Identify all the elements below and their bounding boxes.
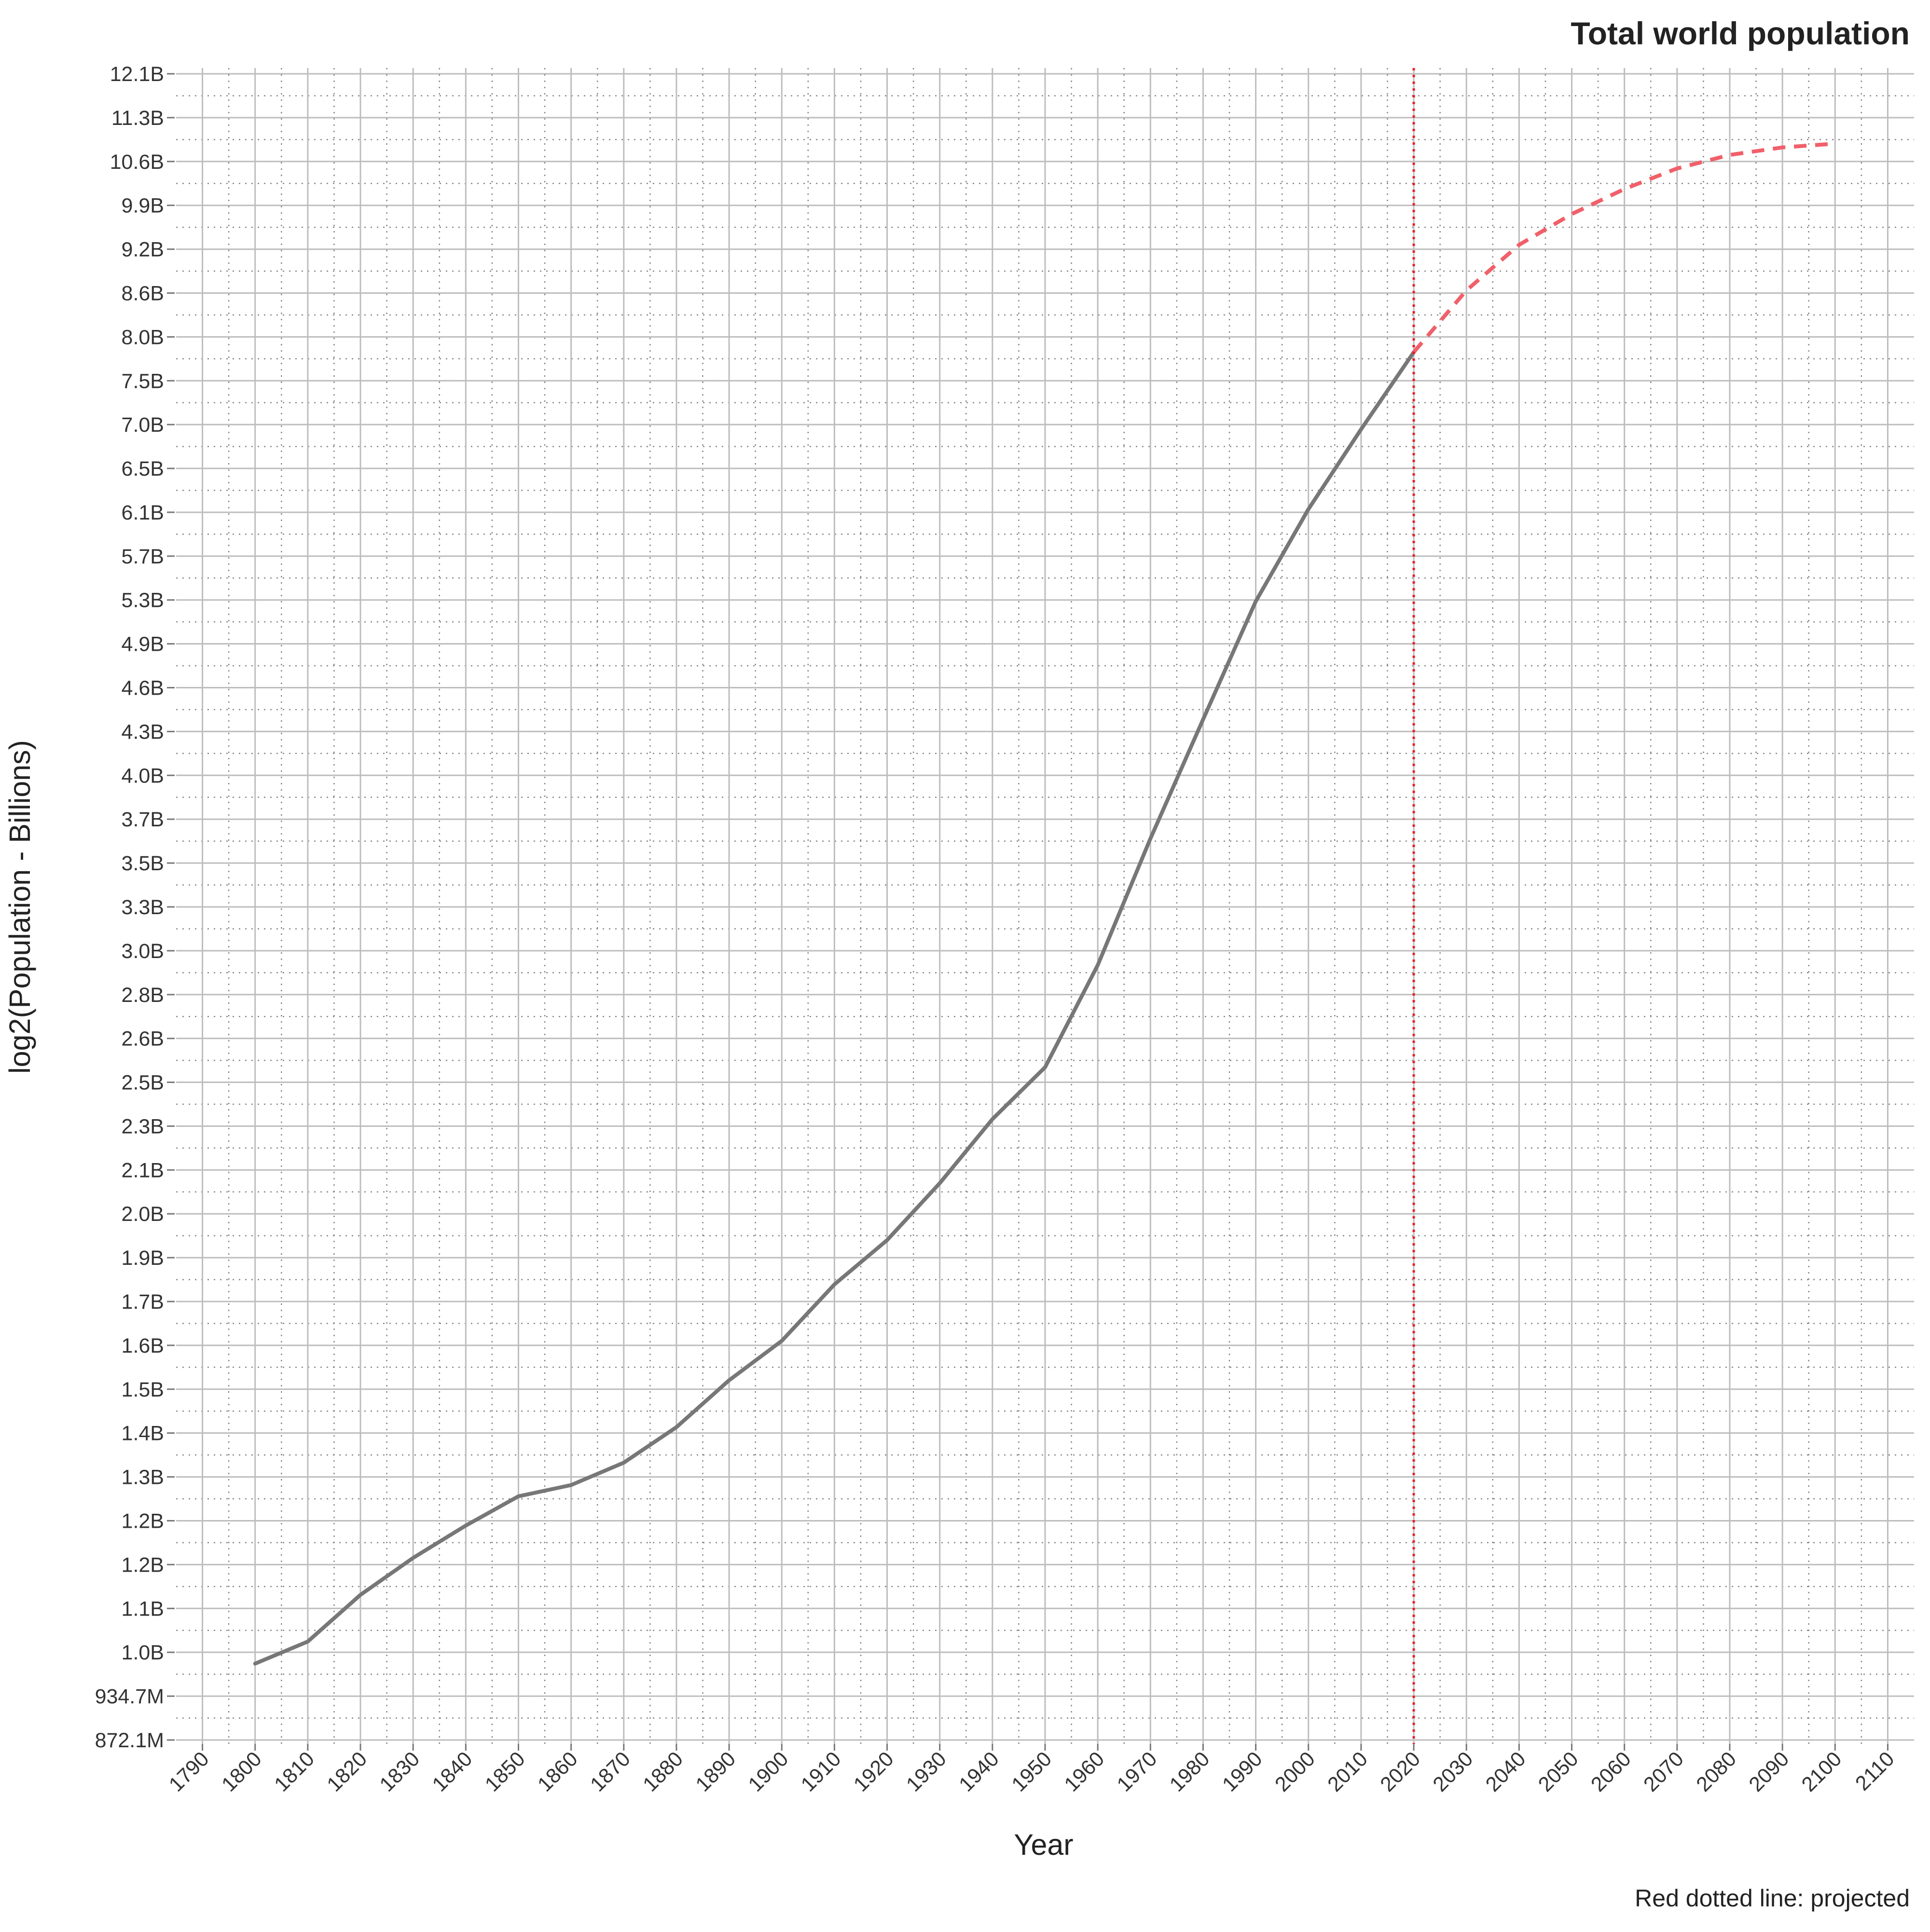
- y-tick-label: 934.7M: [95, 1685, 164, 1708]
- x-tick-label: 1890: [691, 1747, 741, 1796]
- y-tick-label: 4.9B: [122, 633, 164, 656]
- x-tick-label: 2040: [1481, 1747, 1530, 1796]
- y-tick-label: 3.7B: [122, 808, 164, 831]
- y-tick-label: 1.3B: [122, 1466, 164, 1489]
- y-tick-label: 872.1M: [95, 1729, 164, 1752]
- y-tick-label: 2.0B: [122, 1203, 164, 1226]
- y-tick-label: 2.8B: [122, 984, 164, 1007]
- x-tick-label: 1940: [954, 1747, 1004, 1796]
- plot-area: [253, 68, 1835, 1744]
- x-tick-label: 2070: [1639, 1747, 1688, 1796]
- y-tick-label: 2.3B: [122, 1115, 164, 1138]
- caption: Red dotted line: projected: [1635, 1885, 1910, 1912]
- y-tick-label: 11.3B: [111, 107, 164, 130]
- y-tick-label: 3.5B: [122, 852, 164, 875]
- y-axis-title: log2(Population - Billions): [3, 740, 36, 1074]
- y-tick-label: 1.6B: [122, 1334, 164, 1357]
- x-tick-label: 1870: [586, 1747, 635, 1796]
- y-tick-label: 4.3B: [122, 720, 164, 743]
- y-tick-label: 6.1B: [122, 501, 164, 524]
- y-tick-label: 1.2B: [122, 1553, 164, 1576]
- y-tick-label: 3.0B: [122, 940, 164, 963]
- y-tick-label: 2.6B: [122, 1028, 164, 1051]
- x-tick-label: 1980: [1165, 1747, 1214, 1796]
- x-tick-label: 2110: [1851, 1747, 1899, 1795]
- x-tick-label: 2000: [1270, 1747, 1320, 1796]
- chart-title: Total world population: [1571, 15, 1910, 51]
- x-tick-label: 1820: [323, 1747, 372, 1796]
- y-tick-label: 12.1B: [110, 63, 164, 86]
- x-axis-title: Year: [1014, 1828, 1073, 1861]
- x-tick-label: 1930: [902, 1747, 951, 1796]
- x-tick-label: 2030: [1429, 1747, 1478, 1796]
- y-tick-label: 1.0B: [122, 1641, 164, 1664]
- x-tick-label: 1950: [1007, 1747, 1056, 1796]
- x-tick-label: 1840: [428, 1747, 477, 1796]
- y-tick-label: 4.6B: [122, 677, 164, 700]
- y-tick-label: 1.4B: [122, 1422, 164, 1445]
- y-tick-label: 1.1B: [122, 1597, 164, 1620]
- y-tick-label: 9.2B: [122, 238, 164, 261]
- x-tick-label: 1920: [849, 1747, 898, 1796]
- y-tick-label: 2.5B: [122, 1071, 164, 1095]
- grid: 872.1M 934.7M 1.0B 1.1B 1.2B 1.2B 1.3B 1.4B 1.5B…: [95, 63, 1914, 1796]
- x-tick-label: 2100: [1797, 1747, 1847, 1796]
- y-tick-label: 6.5B: [122, 457, 164, 480]
- x-tick-label: 2080: [1692, 1747, 1741, 1796]
- y-tick-label: 1.9B: [122, 1247, 164, 1270]
- x-tick-label: 1790: [165, 1747, 214, 1796]
- y-tick-label: 8.6B: [122, 282, 164, 305]
- x-tick-label: 1830: [375, 1747, 425, 1796]
- y-tick-label: 1.5B: [122, 1378, 164, 1401]
- x-tick-label: 1990: [1218, 1747, 1267, 1796]
- data-line: [253, 350, 1416, 1666]
- x-tick-label: 2020: [1376, 1747, 1425, 1796]
- x-tick-label: 1860: [533, 1747, 582, 1796]
- y-tick-label: 1.2B: [122, 1509, 164, 1533]
- x-tick-label: 1960: [1060, 1747, 1109, 1796]
- x-tick-label: 2010: [1323, 1747, 1372, 1796]
- x-tick-label: 2090: [1745, 1747, 1794, 1796]
- y-tick-label: 3.3B: [122, 896, 164, 919]
- y-tick-label: 1.7B: [122, 1290, 164, 1314]
- x-tick-label: 1800: [217, 1747, 266, 1796]
- y-tick-label: 9.9B: [122, 194, 164, 218]
- y-tick-label: 2.1B: [122, 1159, 164, 1182]
- x-tick-label: 2050: [1534, 1747, 1583, 1796]
- x-tick-label: 1910: [797, 1747, 846, 1796]
- y-tick-label: 5.7B: [122, 545, 164, 568]
- y-tick-label: 10.6B: [110, 151, 164, 174]
- x-tick-label: 1850: [481, 1747, 530, 1796]
- y-tick-label: 8.0B: [122, 326, 164, 349]
- x-tick-label: 2060: [1586, 1747, 1636, 1796]
- x-tick-label: 1810: [270, 1747, 319, 1796]
- x-tick-label: 1880: [638, 1747, 688, 1796]
- y-tick-label: 7.5B: [122, 370, 164, 393]
- x-tick-label: 1970: [1113, 1747, 1162, 1796]
- y-tick-label: 5.3B: [122, 589, 164, 612]
- y-tick-label: 4.0B: [122, 764, 164, 787]
- x-tick-label: 1900: [744, 1747, 793, 1796]
- y-tick-label: 7.0B: [122, 413, 164, 437]
